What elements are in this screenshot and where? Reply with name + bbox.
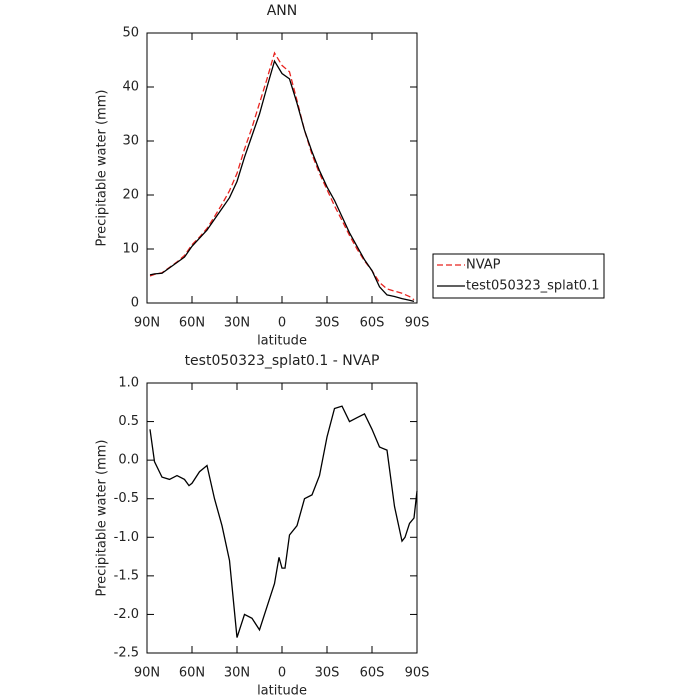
y-tick-label: 40	[122, 80, 139, 95]
data-line	[149, 51, 415, 301]
y-axis-label: Precipitable water (mm)	[95, 90, 110, 247]
plot-frame	[146, 382, 418, 654]
chart-title: test050323_splat0.1 - NVAP	[185, 353, 380, 369]
data-line	[149, 59, 415, 303]
data-line	[149, 405, 418, 638]
x-tick-label: 90S	[405, 316, 430, 331]
chart-title: ANN	[267, 3, 298, 19]
x-tick-label: 60S	[360, 666, 385, 681]
y-tick-label: -1.0	[114, 530, 139, 545]
x-tick-label: 30N	[224, 316, 250, 331]
x-tick-label: 90N	[134, 666, 160, 681]
x-tick-label: 0	[278, 666, 286, 681]
y-tick-label: 0.0	[118, 453, 139, 468]
y-tick-label: -0.5	[114, 491, 139, 506]
x-tick-label: 60S	[360, 316, 385, 331]
y-tick-label: -1.5	[114, 568, 139, 583]
x-tick-label: 60N	[179, 316, 205, 331]
y-tick-label: 20	[122, 188, 139, 203]
x-axis-label: latitude	[257, 684, 307, 699]
y-tick-label: 10	[122, 242, 139, 257]
x-tick-label: 90N	[134, 316, 160, 331]
legend-label: test050323_splat0.1	[466, 279, 599, 294]
x-tick-label: 60N	[179, 666, 205, 681]
y-tick-label: -2.0	[114, 607, 139, 622]
x-tick-label: 0	[278, 316, 286, 331]
y-tick-label: 0	[131, 296, 139, 311]
y-tick-label: 30	[122, 134, 139, 149]
x-tick-label: 30N	[224, 666, 250, 681]
y-tick-label: 1.0	[118, 376, 139, 391]
y-tick-label: -2.5	[114, 646, 139, 661]
legend-box	[432, 253, 605, 299]
y-tick-label: 50	[122, 26, 139, 41]
x-tick-label: 30S	[315, 666, 340, 681]
plot-frame	[146, 32, 418, 304]
x-tick-label: 90S	[405, 666, 430, 681]
y-axis-label: Precipitable water (mm)	[95, 440, 110, 597]
x-tick-label: 30S	[315, 316, 340, 331]
x-axis-label: latitude	[257, 334, 307, 349]
legend-label: NVAP	[466, 258, 501, 273]
y-tick-label: 0.5	[118, 414, 139, 429]
